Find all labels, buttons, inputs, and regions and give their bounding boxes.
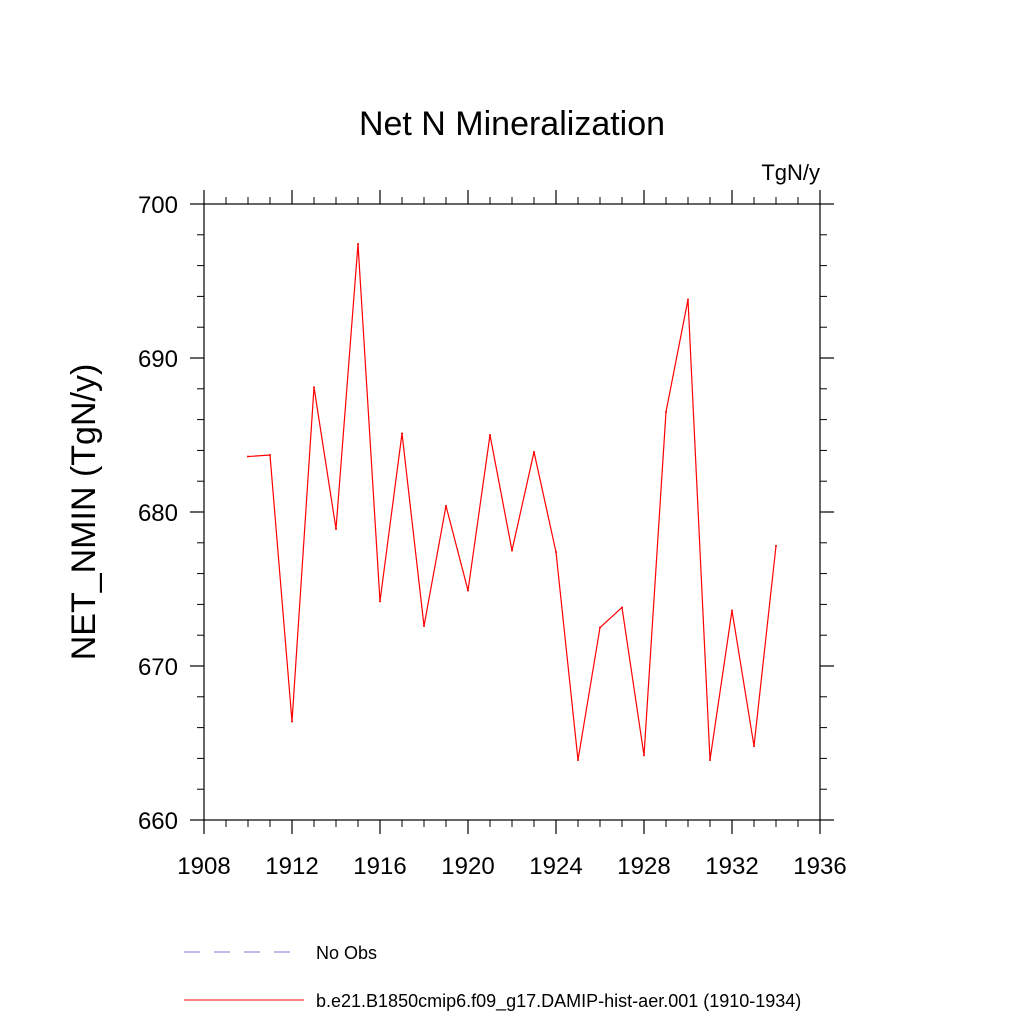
x-tick-label: 1932 [705, 853, 758, 880]
axis-ticks [190, 190, 834, 834]
legend-label: No Obs [316, 943, 377, 963]
data-point [775, 544, 777, 547]
data-point [313, 386, 315, 389]
tick-labels: 1908 1912 1916 1920 1924 1928 1932 1936 660 670 68… [138, 192, 847, 880]
data-point [621, 606, 623, 609]
y-tick-label: 660 [138, 808, 178, 835]
data-point [753, 745, 755, 748]
legend: No Obs b.e21.B1850cmip6.f09_g17.DAMIP-his… [184, 943, 801, 1012]
data-point [489, 434, 491, 436]
data-point [401, 432, 403, 435]
data-point [511, 549, 513, 552]
x-tick-label: 1924 [529, 853, 582, 880]
data-point [577, 758, 579, 761]
y-tick-label: 680 [138, 500, 178, 527]
y-axis-label: NET_NMIN (TgN/y) [65, 364, 103, 661]
data-point [467, 589, 469, 592]
data-point [335, 527, 337, 530]
data-point [379, 600, 381, 603]
units-label: TgN/y [761, 160, 820, 185]
y-tick-label: 700 [138, 192, 178, 219]
data-point [423, 624, 425, 627]
data-point [665, 410, 667, 413]
plot-frame [203, 203, 821, 821]
series-layer [247, 243, 777, 761]
data-point [533, 450, 535, 453]
x-tick-label: 1928 [617, 853, 670, 880]
x-tick-label: 1920 [441, 853, 494, 880]
x-tick-label: 1908 [177, 853, 230, 880]
data-point [709, 758, 711, 761]
data-point [291, 720, 293, 723]
data-point [599, 626, 601, 629]
data-point [555, 551, 557, 554]
x-tick-label: 1916 [353, 853, 406, 880]
legend-label: b.e21.B1850cmip6.f09_g17.DAMIP-hist-aer.… [316, 991, 801, 1012]
x-tick-label: 1936 [793, 853, 846, 880]
y-tick-label: 690 [138, 346, 178, 373]
data-point [687, 298, 689, 301]
x-tick-label: 1912 [265, 853, 318, 880]
data-point [731, 609, 733, 612]
data-point [643, 754, 645, 757]
data-point [269, 454, 271, 457]
y-tick-label: 670 [138, 654, 178, 681]
data-point [357, 243, 359, 246]
series-line [247, 243, 777, 761]
data-point [247, 455, 249, 458]
data-point [445, 504, 447, 507]
chart-title: Net N Mineralization [359, 105, 665, 143]
